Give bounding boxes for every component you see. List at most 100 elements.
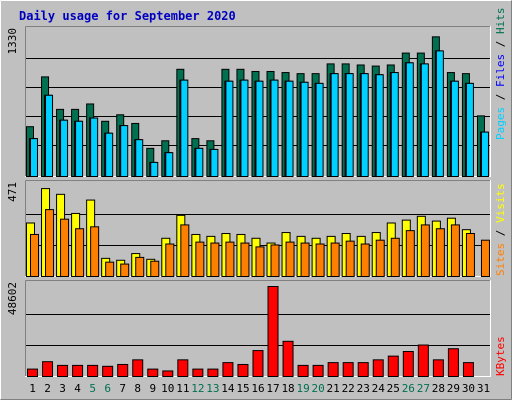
sites-bar-4 [75, 228, 85, 277]
sites-bar-23 [360, 243, 370, 278]
pages-bar-7 [120, 125, 129, 178]
x-tick-label-21: 21 [327, 382, 340, 395]
sites-bar-9 [150, 260, 160, 278]
sites-bar-11 [180, 224, 190, 277]
kbytes-bar-14 [222, 362, 234, 378]
kbytes-bar-2 [42, 361, 54, 377]
x-tick-label-10: 10 [161, 382, 174, 395]
sites-bar-7 [120, 263, 130, 278]
x-tick-label-27: 27 [417, 382, 430, 395]
pages-bar-15 [240, 79, 249, 177]
panel-1-max-label: 1330 [6, 28, 19, 55]
kbytes-bar-25 [387, 355, 399, 377]
sites-bar-29 [450, 224, 460, 277]
kbytes-bar-26 [402, 351, 414, 378]
pages-bar-17 [270, 79, 279, 177]
pages-bar-23 [360, 73, 369, 177]
x-tick-label-12: 12 [191, 382, 204, 395]
kbytes-bar-7 [117, 363, 129, 378]
sites-bar-17 [270, 244, 280, 278]
pages-bar-31 [480, 131, 489, 177]
x-axis-labels: 1 2 3 4 5 6 7 8 9 10 11 12 13 14 15 16 17 18 19 20 21 22 23 24 2… [29, 382, 490, 395]
kbytes-bar-18 [282, 340, 294, 377]
sites-bar-16 [255, 246, 265, 278]
sites-bar-28 [435, 228, 445, 277]
kbytes-bar-11 [177, 359, 189, 377]
kbytes-bar-23 [357, 362, 369, 378]
sites-bar-6 [105, 261, 115, 278]
sites-bar-20 [315, 243, 325, 278]
x-tick-label-22: 22 [342, 382, 355, 395]
pages-bar-21 [330, 73, 339, 177]
sites-bar-3 [60, 218, 70, 277]
chart-panels: 1330 471 48602 Pages / Files / Hits Sites / … [6, 8, 507, 378]
pages-bar-22 [345, 73, 354, 177]
x-tick-label-7: 7 [119, 382, 126, 395]
sites-bar-1 [30, 233, 39, 277]
pages-bar-26 [405, 62, 414, 177]
legend-separator: / [494, 87, 507, 107]
kbytes-bar-10 [162, 370, 174, 377]
pages-bar-27 [420, 63, 429, 177]
kbytes-bar-9 [147, 368, 159, 377]
x-tick-label-25: 25 [387, 382, 400, 395]
sites-bar-19 [300, 242, 310, 278]
sites-bar-21 [330, 242, 340, 278]
x-tick-label-19: 19 [296, 382, 309, 395]
kbytes-bar-15 [237, 363, 249, 378]
pages-bar-3 [60, 119, 69, 177]
panel-3-max-label: 48602 [6, 282, 19, 315]
x-tick-label-16: 16 [251, 382, 264, 395]
pages-bar-12 [195, 147, 204, 177]
pages-bar-11 [180, 79, 189, 177]
x-tick-label-18: 18 [281, 382, 294, 395]
x-tick-label-31: 31 [477, 382, 490, 395]
x-tick-label-8: 8 [134, 382, 141, 395]
kbytes-bar-1 [27, 368, 38, 377]
kbytes-bar-21 [327, 362, 339, 378]
pages-bar-24 [375, 74, 384, 177]
kbytes-bar-28 [432, 359, 444, 377]
x-tick-label-5: 5 [89, 382, 96, 395]
kbytes-bar-22 [342, 362, 354, 378]
pages-bar-6 [105, 132, 114, 177]
kbytes-bar-3 [57, 364, 69, 377]
pages-bar-8 [135, 139, 144, 178]
pages-bar-4 [75, 120, 84, 177]
x-tick-label-23: 23 [357, 382, 370, 395]
x-tick-label-29: 29 [447, 382, 460, 395]
kbytes-bar-24 [372, 359, 384, 377]
x-tick-label-1: 1 [29, 382, 36, 395]
pages-bar-10 [165, 152, 174, 177]
legend-visits: Visits [494, 183, 507, 223]
x-tick-label-6: 6 [104, 382, 111, 395]
sites-bar-10 [165, 243, 175, 278]
sites-bar-8 [135, 256, 145, 278]
sites-bar-18 [285, 241, 295, 278]
x-tick-label-15: 15 [236, 382, 249, 395]
x-tick-label-9: 9 [149, 382, 156, 395]
panel-1-legend: Pages / Files / Hits [494, 8, 507, 141]
kbytes-bar-16 [252, 350, 264, 377]
pages-bar-14 [225, 80, 234, 177]
sites-bar-24 [375, 239, 385, 278]
x-tick-label-28: 28 [432, 382, 445, 395]
sites-bar-15 [240, 242, 250, 278]
x-tick-label-17: 17 [266, 382, 279, 395]
kbytes-bar-20 [312, 364, 324, 377]
pages-bar-9 [150, 161, 159, 177]
chart-title: Daily usage for September 2020 [19, 9, 236, 23]
x-tick-label-11: 11 [176, 382, 189, 395]
legend-kbytes: KBytes [494, 336, 507, 376]
pages-bar-5 [90, 117, 99, 177]
kbytes-bar-17 [267, 286, 279, 377]
x-tick-label-14: 14 [221, 382, 235, 395]
sites-bar-26 [405, 230, 415, 277]
kbytes-bar-8 [132, 359, 144, 377]
legend-pages: Pages [494, 107, 507, 140]
legend-hits: Hits [494, 8, 507, 35]
sites-bar-2 [45, 209, 55, 277]
x-tick-label-24: 24 [372, 382, 386, 395]
x-tick-label-2: 2 [44, 382, 51, 395]
